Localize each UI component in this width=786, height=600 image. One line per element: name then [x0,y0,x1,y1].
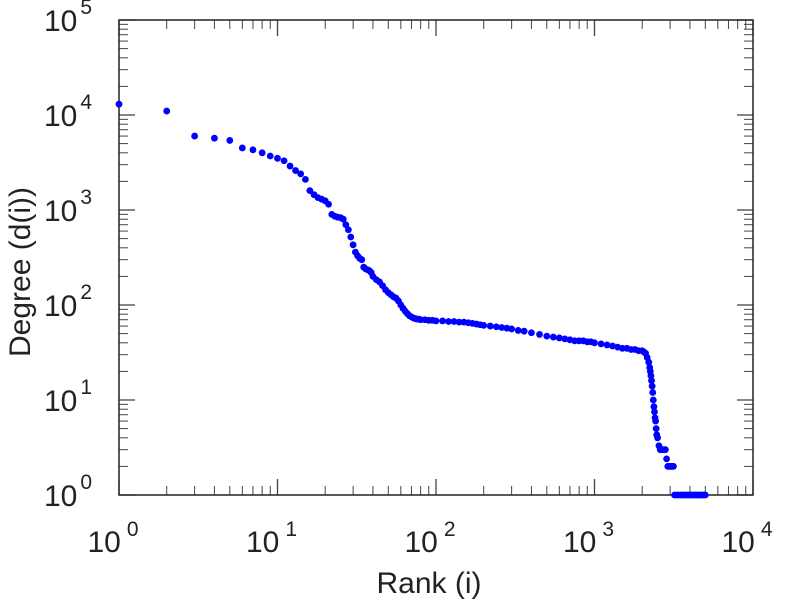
data-point [274,154,281,162]
data-point [528,329,535,337]
data-point [306,187,314,195]
x-tick-label: 10 0 [87,518,138,559]
data-point [280,157,288,165]
y-tick-label: 10 5 [44,0,92,38]
data-point [450,318,458,325]
y-tick-label: 10 4 [44,91,92,133]
data-point [661,446,669,454]
data-point [650,403,658,411]
data-point [536,331,543,338]
data-point [439,317,446,325]
data-point [286,162,294,170]
data-point [455,318,463,326]
data-points [115,100,709,499]
x-tick-label: 10 3 [563,518,614,559]
minor-ticks [119,20,753,495]
data-point [645,358,653,366]
data-point [292,167,299,174]
y-tick-label: 10 0 [44,471,92,513]
data-point [603,341,611,349]
data-point [258,149,266,157]
data-point [663,455,670,463]
data-point [211,134,218,142]
data-point [549,333,557,341]
data-point [561,335,569,343]
data-point [115,100,123,108]
y-axis-title: Degree (d(i)) [4,187,37,357]
data-point [266,152,274,160]
y-tick-label: 10 2 [44,281,92,323]
data-point [163,107,171,115]
data-point [651,408,658,416]
data-point [302,175,309,183]
major-ticks [118,19,754,496]
data-point [520,327,528,335]
x-tick-label: 10 4 [721,518,772,559]
x-tick-labels: 10 0 10 1 10 2 10 3 10 4 [87,518,772,559]
data-point [648,382,656,390]
data-point [191,132,199,140]
data-point [555,334,563,342]
data-point [649,389,657,396]
x-tick-label: 10 1 [246,518,297,559]
data-point [492,323,500,331]
data-point [654,434,661,442]
data-point [591,339,598,347]
data-point [508,325,516,333]
data-point [238,144,246,152]
data-point [649,396,657,404]
data-point [652,425,660,432]
data-point [597,340,605,348]
data-point [486,322,494,330]
y-tick-label: 10 3 [44,186,92,228]
data-point [543,332,551,340]
data-point [325,200,332,208]
data-point [652,417,660,425]
data-point [347,233,355,241]
data-point [480,321,488,329]
data-point [498,324,506,331]
y-tick-label: 10 1 [44,376,92,418]
data-point [514,327,522,334]
x-tick-label: 10 2 [404,518,455,559]
data-point [670,463,677,470]
data-point [358,256,366,264]
data-point [249,146,257,154]
plot-frame [118,19,754,496]
data-point [344,226,352,234]
data-point [609,342,616,350]
data-point [297,170,305,178]
data-point [349,241,357,249]
x-axis-title: Rank (i) [376,567,481,600]
data-point [701,491,709,499]
data-point [432,317,440,325]
data-point [339,215,347,223]
data-point [226,137,234,144]
data-point [648,377,655,385]
data-point [445,318,452,325]
